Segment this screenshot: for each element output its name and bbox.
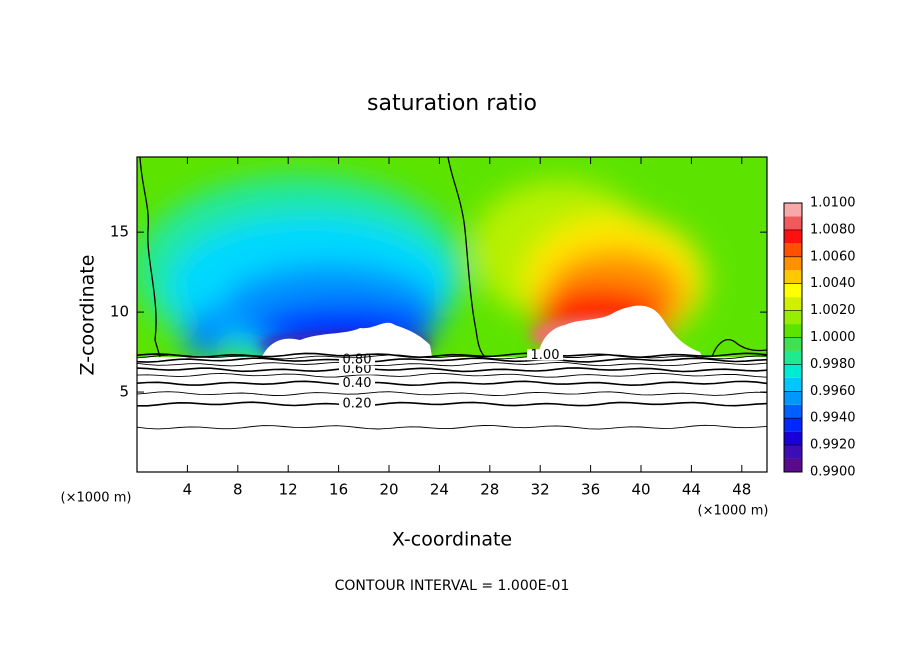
plot-frame <box>136 156 768 473</box>
x-tick-label: 24 <box>430 481 449 499</box>
y-unit-label: (×1000 m) <box>61 491 132 506</box>
x-tick-label: 12 <box>279 481 298 499</box>
contour-line <box>136 424 768 430</box>
x-tick-label: 4 <box>183 481 193 499</box>
x-tick-label: 28 <box>480 481 499 499</box>
colorbar-tick-label: 0.9960 <box>810 384 856 399</box>
colorbar-band <box>784 377 802 392</box>
colorbar-band <box>784 418 802 432</box>
x-tick-label: 44 <box>682 481 701 499</box>
colorbar-band <box>784 243 802 257</box>
contour-label-bg <box>527 349 563 361</box>
colorbar-band <box>784 283 802 298</box>
contour-label-bg <box>339 354 375 366</box>
contour-label-bg <box>339 377 375 389</box>
x-tick-label: 8 <box>233 481 243 499</box>
contour-line <box>136 391 768 396</box>
colorbar-band <box>784 297 802 311</box>
x-tick-label: 20 <box>379 481 398 499</box>
colorbar-band <box>784 458 802 472</box>
colorbar-band <box>784 350 802 365</box>
contour-line <box>136 367 768 373</box>
y-axis-label: Z-coordinate <box>77 255 99 376</box>
colorbar-tick-label: 0.9940 <box>810 411 856 426</box>
field <box>137 157 767 357</box>
colorbar-tick-label: 0.9920 <box>810 438 856 453</box>
colorbar-tick-label: 1.0060 <box>810 249 856 264</box>
colorbar-band <box>784 404 802 419</box>
colorbar-band <box>784 229 802 244</box>
contour-label-bg <box>339 398 375 410</box>
colorbar-band <box>784 216 802 230</box>
colorbar-band <box>784 310 802 325</box>
contour-line <box>136 352 768 359</box>
contour-label: 1.00 <box>531 348 560 363</box>
contour-label-bg <box>339 363 375 375</box>
y-tick-label: 5 <box>119 383 129 401</box>
x-tick-label: 32 <box>531 481 550 499</box>
contour-line <box>136 361 768 367</box>
colorbar-tick-label: 1.0000 <box>810 330 856 345</box>
contour-line <box>136 357 768 363</box>
contour-line <box>136 380 768 387</box>
contour-line <box>137 401 768 407</box>
contour-label: 0.60 <box>343 362 372 377</box>
colorbar-band <box>784 431 802 446</box>
contour-line <box>136 372 768 378</box>
x-tick-label: 16 <box>329 481 348 499</box>
contour-line <box>136 354 768 360</box>
colorbar-band <box>784 445 802 459</box>
x-tick-label: 36 <box>581 481 600 499</box>
colorbar-tick-label: 0.9900 <box>810 465 856 480</box>
chart-title: saturation ratio <box>367 91 537 116</box>
colorbar-tick-label: 1.0080 <box>810 222 856 237</box>
x-tick-label: 40 <box>631 481 650 499</box>
colorbar-band <box>784 203 802 217</box>
colorbar-band <box>784 337 802 351</box>
y-tick-label: 15 <box>110 223 129 241</box>
x-axis-label: X-coordinate <box>392 529 512 551</box>
y-tick-label: 10 <box>110 303 129 321</box>
colorbar-band <box>784 364 802 378</box>
footnote: CONTOUR INTERVAL = 1.000E-01 <box>335 578 570 594</box>
contour-label: 0.20 <box>343 397 372 412</box>
colorbar-tick-label: 1.0100 <box>810 196 856 211</box>
colorbar-tick-label: 1.0020 <box>810 303 856 318</box>
colorbar-tick-label: 1.0040 <box>810 276 856 291</box>
x-unit-label: (×1000 m) <box>698 504 769 519</box>
colorbar-band <box>784 270 802 284</box>
colorbar-band <box>784 256 802 271</box>
contour-label: 0.40 <box>343 376 372 391</box>
x-tick-label: 48 <box>732 481 751 499</box>
colorbar-band <box>784 324 802 338</box>
colorbar-band <box>784 391 802 405</box>
colorbar-tick-label: 0.9980 <box>810 357 856 372</box>
